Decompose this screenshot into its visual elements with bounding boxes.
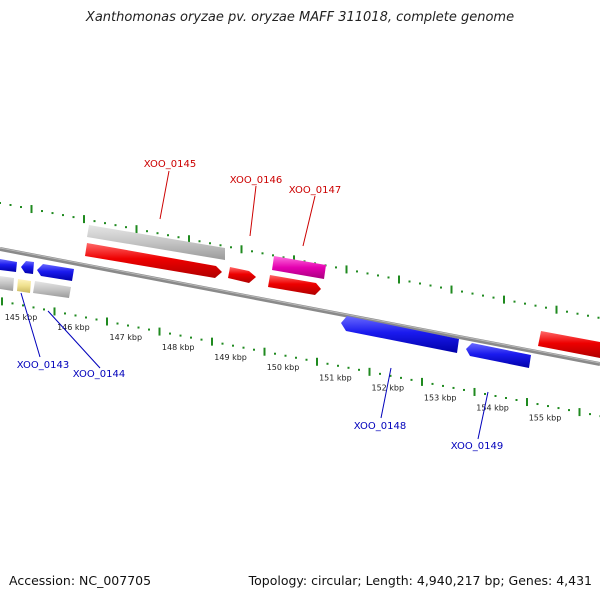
gene-left-edge-1[interactable] <box>0 259 17 272</box>
gene-label-xoo0149[interactable]: XOO_0149 <box>451 441 503 452</box>
gene-label-xoo0146[interactable]: XOO_0146 <box>230 175 282 186</box>
topology-text: Topology: circular; Length: 4,940,217 bp… <box>248 573 592 588</box>
inner-ruler <box>1 297 600 418</box>
ruler-tick-label: 146 kbp <box>57 323 90 332</box>
gene-xoo0143-pseudo[interactable] <box>0 276 14 291</box>
gene-xoo0147[interactable] <box>268 275 321 295</box>
gene-label-xoo0143[interactable]: XOO_0143 <box>17 360 69 371</box>
gene-xoo0149[interactable] <box>466 343 531 368</box>
forward-genes <box>85 225 600 358</box>
gene-xoo0147-magenta[interactable] <box>272 256 326 279</box>
gene-xoo0144[interactable] <box>33 281 71 298</box>
gene-label-xoo0145[interactable]: XOO_0145 <box>144 159 196 170</box>
gene-xoo0143[interactable] <box>17 279 31 293</box>
ruler-tick-label: 147 kbp <box>109 333 142 342</box>
gene-xoo0148[interactable] <box>341 316 459 353</box>
ruler-tick-label: 155 kbp <box>529 413 562 422</box>
gene-left-edge-3[interactable] <box>37 264 74 281</box>
ruler-tick-label: 154 kbp <box>476 403 509 412</box>
gene-xoo0145[interactable] <box>85 243 222 278</box>
gene-label-xoo0144[interactable]: XOO_0144 <box>73 369 125 380</box>
gene-xoo0146[interactable] <box>228 267 256 283</box>
gene-labels: XOO_0145 XOO_0146 XOO_0147 XOO_0143 XOO_… <box>17 159 503 452</box>
ruler-tick-label: 149 kbp <box>214 353 247 362</box>
label-leaders <box>20 170 489 440</box>
ruler-tick-label: 153 kbp <box>424 393 457 402</box>
accession-text: Accession: NC_007705 <box>9 573 152 588</box>
gene-label-xoo0148[interactable]: XOO_0148 <box>354 421 406 432</box>
gene-label-xoo0147[interactable]: XOO_0147 <box>289 185 341 196</box>
ruler-tick-label: 152 kbp <box>371 383 404 392</box>
ruler-tick-labels: 145 kbp 146 kbp 147 kbp 148 kbp 149 kbp 150 k… <box>5 313 562 422</box>
ruler-tick-label: 145 kbp <box>5 313 38 322</box>
ruler-tick-label: 151 kbp <box>319 373 352 382</box>
gene-xoo0145-pseudo[interactable] <box>87 225 225 260</box>
map-title: Xanthomonas oryzae pv. oryzae MAFF 31101… <box>85 10 515 25</box>
genome-backbone <box>0 247 600 366</box>
reverse-genes <box>0 259 531 368</box>
ruler-tick-label: 150 kbp <box>267 363 300 372</box>
gene-right-edge[interactable] <box>538 331 600 358</box>
gene-left-edge-2[interactable] <box>21 261 34 274</box>
outer-ruler <box>0 202 600 319</box>
ruler-tick-label: 148 kbp <box>162 343 195 352</box>
